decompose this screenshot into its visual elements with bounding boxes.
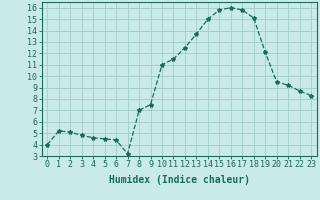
X-axis label: Humidex (Indice chaleur): Humidex (Indice chaleur)	[109, 175, 250, 185]
